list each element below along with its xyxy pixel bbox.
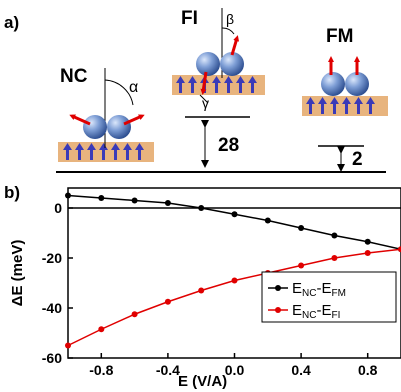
fm-label: FM xyxy=(326,26,353,47)
nc-alpha-label: α xyxy=(129,79,138,96)
legend-marker-2 xyxy=(275,307,281,313)
fi-atom-right xyxy=(220,52,244,76)
y-axis-label: ΔE (meV) xyxy=(9,240,26,307)
series-1-point xyxy=(164,200,171,206)
legend-entry-2: ENC-EFI xyxy=(268,302,340,321)
x-tick-label: 0.4 xyxy=(291,362,311,378)
fi-beta-label: β xyxy=(226,11,234,27)
y-tick-label: -40 xyxy=(42,300,62,316)
fi-beta-arc xyxy=(221,27,235,35)
chart: -0.8 -0.4 0.0 0.4 0.8 0 -20 -40 -60 E (V/A) ΔE … xyxy=(9,187,401,390)
fm-substrate-arrows xyxy=(306,97,375,114)
x-tick-label: -0.4 xyxy=(156,362,180,378)
nc-spin-arrow-left xyxy=(69,114,91,126)
x-ticks: -0.8 -0.4 0.0 0.4 0.8 xyxy=(89,353,378,378)
x-tick-label: 0.0 xyxy=(225,362,245,378)
series-1-point xyxy=(131,197,138,204)
panel-b-label: b) xyxy=(4,183,20,202)
panel-a-label: a) xyxy=(4,13,19,32)
nc-alpha-arc xyxy=(104,79,134,106)
series-2-point xyxy=(131,311,138,318)
x-axis-label: E (V/A) xyxy=(178,373,227,390)
fm-atom-left xyxy=(321,72,345,96)
fm-gap-value: 2 xyxy=(352,149,363,170)
legend-label-2: ENC-EFI xyxy=(292,302,340,321)
series-2-point xyxy=(164,298,171,305)
series-2-point xyxy=(98,326,105,333)
nc-atom-right xyxy=(107,115,131,139)
series-1-point xyxy=(298,225,305,231)
series-2-point xyxy=(231,277,238,284)
fi-spin-arrow-up xyxy=(230,35,240,56)
x-tick-label: -0.8 xyxy=(89,362,113,378)
legend-marker-1 xyxy=(275,285,281,291)
series-1-point xyxy=(264,217,271,224)
legend-box xyxy=(261,271,397,323)
series-line-1 xyxy=(67,194,401,250)
fi-config: FI β γ 28 xyxy=(172,8,265,168)
nc-atom-left xyxy=(83,115,107,139)
nc-spin-arrow-right xyxy=(123,114,145,126)
panel-b: b) -0.8 -0.4 0.0 0.4 0.8 0 -20 -40 -60 E (V/A) … xyxy=(4,183,401,390)
series-2-point xyxy=(298,262,305,269)
fm-config: FM 2 xyxy=(302,26,388,172)
y-tick-label: -20 xyxy=(42,250,62,266)
nc-label: NC xyxy=(60,66,88,87)
series-2-point xyxy=(331,255,338,261)
fi-label: FI xyxy=(181,8,198,29)
panel-a: a) NC α FI xyxy=(4,8,388,173)
series-2-point xyxy=(198,287,205,294)
series-2-point xyxy=(364,250,371,256)
fi-atom-left xyxy=(196,52,220,76)
series-1-point xyxy=(198,205,205,211)
y-tick-label: 0 xyxy=(54,200,62,216)
nc-config: NC α xyxy=(58,66,154,162)
legend-label-1: ENC-EFM xyxy=(292,280,346,299)
fi-gap-value: 28 xyxy=(218,135,239,156)
fm-atom-right xyxy=(345,72,369,96)
y-ticks: 0 -20 -40 -60 xyxy=(42,200,73,366)
series-2-point xyxy=(65,342,71,349)
y-tick-label: -60 xyxy=(42,350,62,366)
legend-entry-1: ENC-EFM xyxy=(268,280,346,299)
fi-spin-arrow-down xyxy=(200,71,208,95)
series-1-point xyxy=(98,195,105,201)
series-1-point xyxy=(65,192,71,199)
legend: ENC-EFM ENC-EFI xyxy=(261,271,397,323)
nc-substrate-arrows xyxy=(63,143,144,160)
fi-gamma-tick xyxy=(199,94,209,104)
series-1-point xyxy=(331,232,338,239)
fi-gamma-label: γ xyxy=(202,95,209,111)
x-tick-label: 0.8 xyxy=(358,362,378,378)
series-1-point xyxy=(231,211,238,218)
series-layer xyxy=(65,192,401,349)
series-2-point xyxy=(398,246,401,253)
series-1-point xyxy=(364,238,371,245)
